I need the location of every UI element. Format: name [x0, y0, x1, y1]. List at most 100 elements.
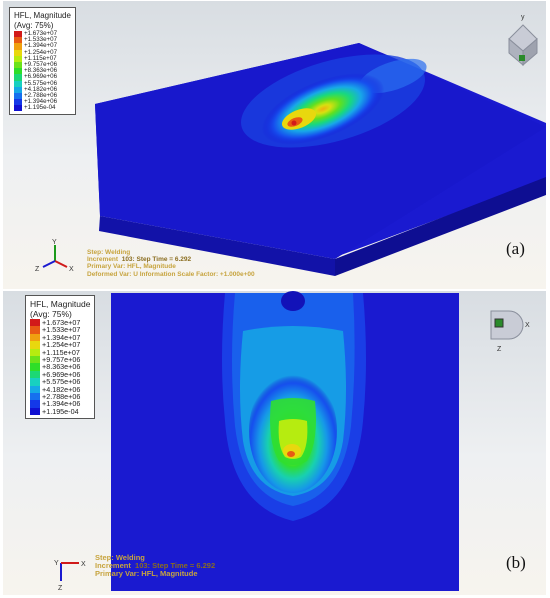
legend-value: +1.115e+07 [42, 347, 80, 357]
legend-value: +1.533e+07 [42, 325, 81, 335]
legend-value: +1.394e+06 [24, 98, 58, 106]
legend-value: +2.788e+06 [42, 391, 81, 401]
legend-value: +1.673e+07 [24, 30, 58, 37]
view-cube-b[interactable]: X Z [485, 305, 533, 355]
plate-3d-view [95, 43, 546, 276]
legend-value: +1.195e-04 [24, 104, 56, 112]
legend-entry: +1.394e+07 [14, 42, 71, 50]
step-info-a: Step: Welding Increment 103: Step Time =… [87, 249, 255, 278]
legend-entry: +9.757e+06 [30, 356, 90, 363]
legend-title: HFL, Magnitude [14, 11, 71, 20]
legend-value: +4.182e+06 [42, 384, 81, 394]
legend-entry: +1.394e+07 [30, 332, 90, 342]
legend-entry: +1.394e+06 [30, 400, 90, 408]
legend-value: +1.673e+07 [42, 318, 81, 327]
legend-entry: +1.115e+07 [14, 54, 71, 62]
legend-entry: +2.788e+06 [30, 391, 90, 401]
legend-entry: +6.969e+06 [30, 369, 90, 379]
contour-legend-b: HFL, Magnitude (Avg: 75%) +1.673e+07 +1.5… [25, 295, 96, 420]
increment-value: 103: Step Time = 6.292 [121, 256, 192, 264]
legend-entry: +1.673e+07 [14, 30, 71, 38]
legend-swatch [14, 49, 22, 56]
legend-value: +5.575e+06 [24, 79, 58, 87]
legend-value: +5.575e+06 [42, 377, 81, 387]
triad-x-label: X [69, 266, 74, 273]
legend-title: HFL, Magnitude [30, 299, 91, 309]
legend-entry: +5.575e+06 [14, 79, 71, 87]
legend-entry: +1.115e+07 [30, 347, 90, 357]
legend-swatch [30, 333, 40, 342]
legend-value: +1.394e+07 [42, 332, 81, 342]
legend-swatch [14, 99, 22, 106]
legend-swatch [14, 61, 22, 69]
deformed-var-label: Deformed Var: U Information Scale Factor… [87, 270, 255, 278]
viewport-panel-a[interactable]: HFL, Magnitude (Avg: 75%) +1.673e+07 +1.5… [3, 1, 546, 289]
cube-x-label: X [525, 322, 530, 329]
legend-subtitle: (Avg: 75%) [14, 21, 54, 30]
legend-entry: +1.195e-04 [14, 104, 71, 112]
legend-entry: +4.182e+06 [30, 384, 90, 394]
legend-entry: +1.394e+06 [14, 98, 71, 106]
legend-swatch [14, 37, 22, 44]
legend-entry: +8.363e+06 [14, 67, 71, 75]
legend-value: +1.533e+07 [24, 36, 58, 44]
legend-value: +9.757e+06 [24, 60, 58, 68]
legend-value: +8.363e+06 [42, 362, 81, 372]
legend-swatch [14, 43, 22, 50]
triad-y-label: Y [52, 239, 57, 246]
legend-entry: +1.533e+07 [30, 325, 90, 335]
triad-z-label: Z [58, 585, 63, 592]
primary-var-label: Primary Var: HFL, Magnitude [95, 569, 198, 579]
view-cube-a[interactable]: y [503, 11, 543, 71]
legend-swatch [30, 385, 40, 393]
increment-value: 103: Step Time = 6.292 [135, 561, 216, 571]
axis-triad-a: Y Z X [35, 239, 74, 273]
plate-side-face [99, 216, 335, 276]
panel-tag-a: (a) [506, 239, 525, 258]
legend-value: +1.195e-04 [42, 406, 79, 416]
legend-entry: +9.757e+06 [14, 60, 71, 69]
legend-swatch [30, 326, 40, 334]
panel-tag-b: (b) [506, 553, 526, 572]
triad-y-label: Y [54, 560, 59, 567]
viewport-panel-b[interactable]: HFL, Magnitude (Avg: 75%) +1.673e+07 +1.5… [3, 291, 546, 595]
legend-entry: +1.673e+07 [30, 319, 90, 326]
legend-swatch [30, 341, 40, 349]
increment-label: Increment [87, 256, 119, 264]
step-label: Step: Welding [95, 553, 145, 562]
triad-z-label: Z [35, 266, 40, 273]
legend-swatch [30, 370, 40, 379]
legend-swatch [30, 319, 40, 327]
legend-swatch [14, 31, 22, 38]
primary-var-label: Primary Var: HFL, Magnitude [87, 263, 176, 271]
legend-value: +1.394e+07 [24, 42, 58, 50]
svg-text:y: y [521, 14, 525, 21]
legend-entry: +1.254e+07 [14, 49, 71, 56]
legend-value: +1.254e+07 [42, 340, 81, 350]
legend-swatch [30, 355, 40, 364]
legend-entry: +8.363e+06 [30, 362, 90, 372]
legend-value: +1.115e+07 [24, 54, 57, 62]
legend-swatch [14, 68, 22, 75]
legend-value: +6.969e+06 [42, 369, 81, 379]
legend-swatch [14, 92, 22, 100]
legend-entry: +4.182e+06 [14, 86, 71, 93]
legend-swatch [14, 80, 22, 87]
legend-swatch [30, 407, 40, 416]
legend-entry: +1.533e+07 [14, 36, 71, 44]
legend-entry: +2.788e+06 [14, 92, 71, 100]
legend-swatch [14, 86, 22, 93]
legend-swatch [30, 363, 40, 371]
legend-subtitle: (Avg: 75%) [30, 309, 72, 319]
step-info-b: Step: Welding Increment 103: Step Time =… [95, 553, 216, 579]
axis-triad-b: Y X Z [54, 560, 86, 592]
cube-z-label: Z [497, 346, 502, 353]
legend-value: +9.757e+06 [42, 354, 81, 364]
legend-swatch [30, 400, 40, 408]
legend-entry: +1.254e+07 [30, 340, 90, 350]
legend-entry: +6.969e+06 [14, 73, 71, 81]
legend-value: +8.363e+06 [24, 67, 58, 75]
legend-swatch [30, 392, 40, 401]
legend-value: +6.969e+06 [24, 73, 58, 81]
increment-label: Increment [95, 561, 131, 571]
